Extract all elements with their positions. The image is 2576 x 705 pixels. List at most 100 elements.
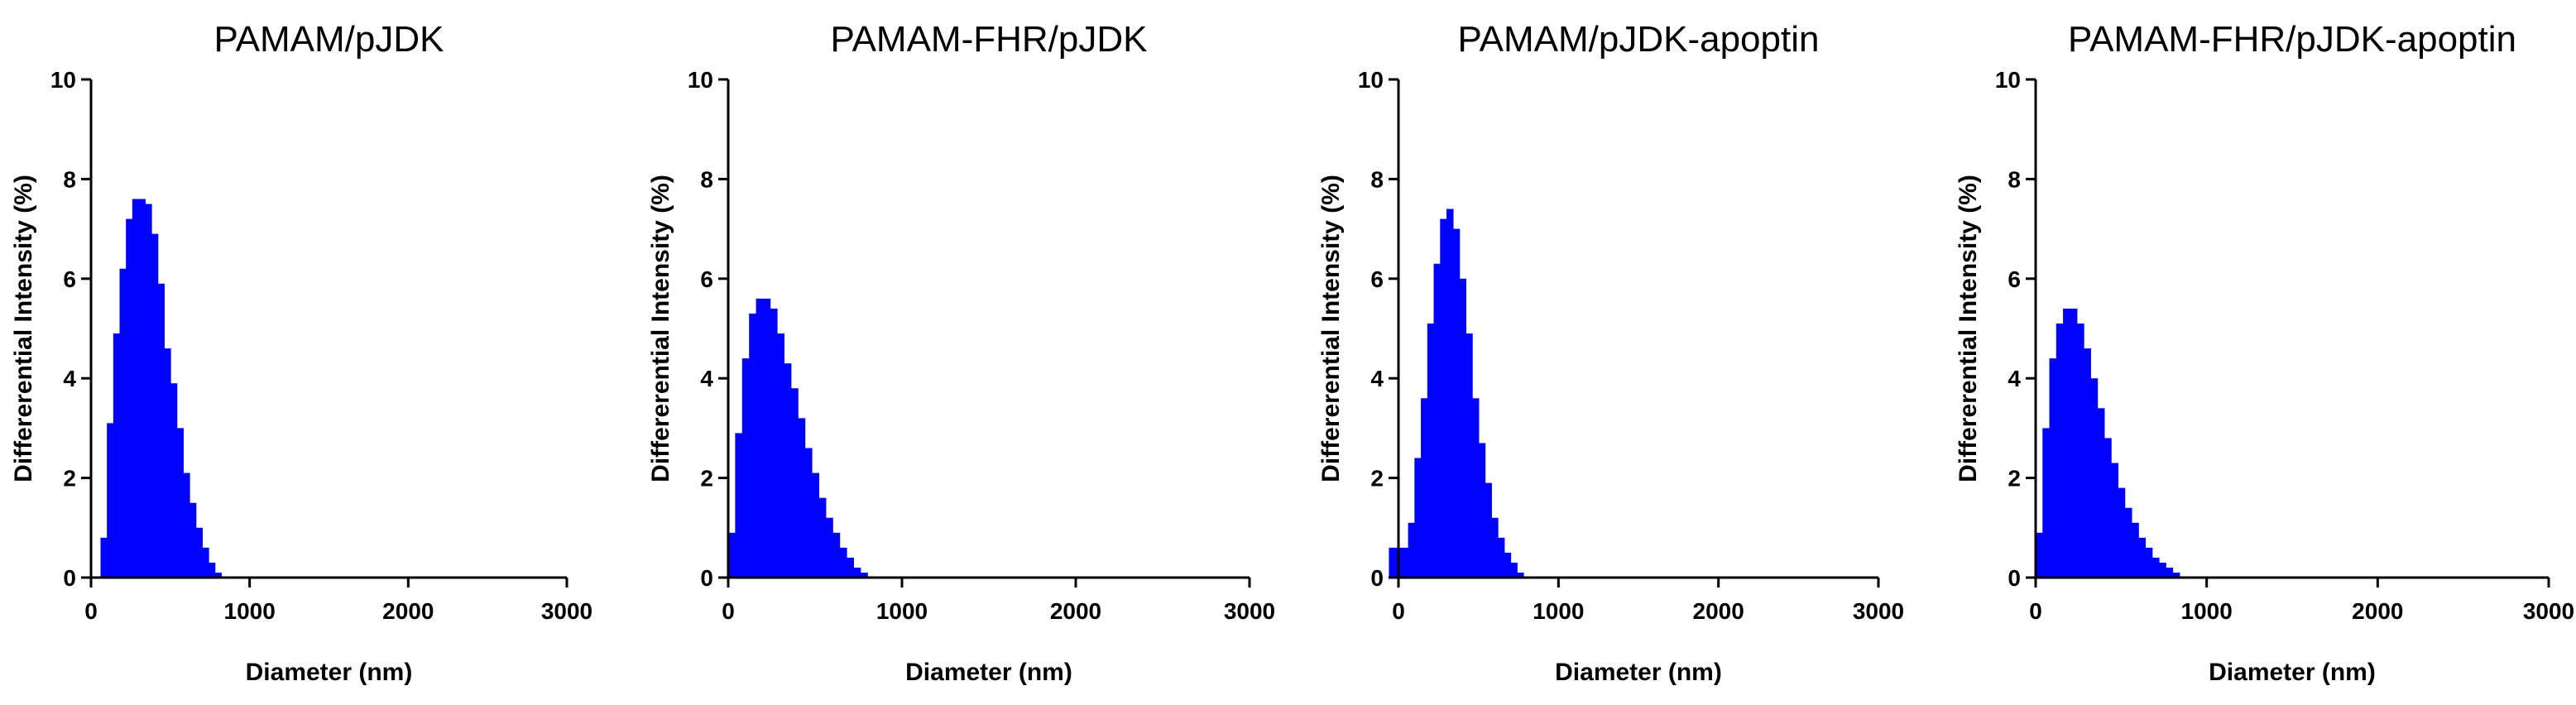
bar (113, 333, 121, 578)
y-tick-label: 10 (50, 67, 76, 93)
x-axis-label: Diameter (nm) (2209, 659, 2376, 686)
bar (2151, 557, 2160, 578)
bar (107, 423, 114, 578)
chart-panel-2: PAMAM-FHR/pJDK 0 2 4 6 8 10 0 1000 2000 3000 Diamet… (647, 19, 1275, 686)
x-tick-label: 1000 (1533, 598, 1584, 624)
bar (1517, 572, 1524, 578)
bar (756, 298, 764, 578)
bar (2042, 428, 2051, 578)
bar (138, 199, 146, 578)
bar (811, 472, 819, 578)
bar (2097, 408, 2105, 578)
bar (202, 547, 209, 578)
bar (132, 199, 140, 578)
bar (1491, 517, 1499, 578)
y-tick-label: 8 (1370, 166, 1384, 192)
bar (1465, 333, 1473, 578)
bar (145, 204, 152, 578)
y-tick-label: 0 (1370, 565, 1384, 591)
bar (1408, 522, 1416, 578)
bar (1427, 323, 1435, 578)
chart-panel-1: PAMAM/pJDK 0 2 4 6 8 10 0 1000 2000 3000 Diameter (… (10, 19, 592, 686)
bar (208, 562, 216, 578)
y-tick-label: 4 (1370, 366, 1384, 391)
bar (1446, 209, 1454, 578)
bar (2131, 522, 2139, 578)
bar (2172, 572, 2180, 578)
x-tick-label: 1000 (224, 598, 276, 624)
bar (1478, 443, 1486, 578)
bar (151, 233, 159, 578)
bar (2103, 438, 2112, 578)
bar (2070, 308, 2078, 578)
y-tick-label: 8 (63, 166, 76, 192)
bar (2083, 348, 2091, 578)
bar (839, 547, 847, 578)
y-tick-label: 2 (1370, 466, 1384, 492)
bar (741, 358, 750, 578)
bar (776, 333, 784, 578)
x-tick-label: 2000 (382, 598, 434, 624)
y-tick-label: 0 (700, 565, 713, 591)
bar (2138, 537, 2147, 578)
bar (790, 388, 799, 578)
y-tick-label: 6 (1370, 266, 1384, 292)
bar (1401, 547, 1409, 578)
y-tick-label: 0 (63, 565, 76, 591)
y-tick-label: 8 (700, 166, 713, 192)
y-tick-label: 6 (700, 266, 713, 292)
bar (798, 418, 806, 578)
chart-title: PAMAM-FHR/pJDK (831, 19, 1148, 60)
chart-title: PAMAM/pJDK (214, 19, 444, 60)
bar (183, 472, 190, 578)
y-tick-label: 6 (63, 266, 76, 292)
bar (119, 268, 127, 578)
y-tick-label: 10 (1995, 67, 2021, 93)
bar (164, 348, 171, 578)
bar (1452, 228, 1461, 578)
bar (2166, 567, 2174, 578)
bar (214, 572, 222, 578)
bar (1485, 482, 1492, 578)
bar (176, 428, 184, 578)
y-tick-label: 4 (63, 366, 76, 391)
y-tick-label: 8 (2008, 166, 2021, 192)
y-tick-label: 4 (2008, 366, 2021, 391)
x-tick-label: 2000 (2352, 598, 2403, 624)
bar (1440, 218, 1447, 578)
bar (1504, 552, 1512, 578)
y-tick-label: 10 (688, 67, 713, 93)
bar (1414, 458, 1422, 578)
bar (2110, 463, 2118, 578)
x-axis-label: Diameter (nm) (1555, 659, 1722, 686)
bar (2124, 507, 2132, 578)
bar (1421, 398, 1428, 578)
x-axis-label: Diameter (nm) (905, 659, 1072, 686)
x-tick-label: 0 (2029, 598, 2042, 624)
bar (749, 313, 757, 578)
x-tick-label: 0 (722, 598, 735, 624)
bar (1459, 278, 1466, 578)
bar (2063, 308, 2071, 578)
bar (1510, 562, 1518, 578)
x-tick-label: 3000 (1224, 598, 1275, 624)
y-tick-label: 2 (700, 466, 713, 492)
bar (728, 532, 736, 578)
bar (2145, 547, 2153, 578)
y-axis-label: Differerential Intensity (%) (647, 175, 674, 482)
chart-title: PAMAM-FHR/pJDK-apoptin (2068, 19, 2516, 60)
chart-title: PAMAM/pJDK-apoptin (1458, 19, 1820, 60)
x-tick-label: 1000 (876, 598, 928, 624)
chart-panel-4: PAMAM-FHR/pJDK-apoptin 0 2 4 6 8 10 0 1000 2000 30… (1955, 19, 2574, 686)
x-tick-label: 3000 (541, 598, 592, 624)
bar (2118, 487, 2126, 578)
bar (157, 283, 165, 578)
x-tick-label: 1000 (2181, 598, 2233, 624)
bar (763, 298, 771, 578)
y-axis-label: Differerential Intensity (%) (1317, 175, 1345, 482)
y-tick-label: 4 (700, 366, 713, 391)
bar (770, 308, 778, 578)
x-tick-label: 2000 (1693, 598, 1744, 624)
bar (735, 433, 743, 578)
